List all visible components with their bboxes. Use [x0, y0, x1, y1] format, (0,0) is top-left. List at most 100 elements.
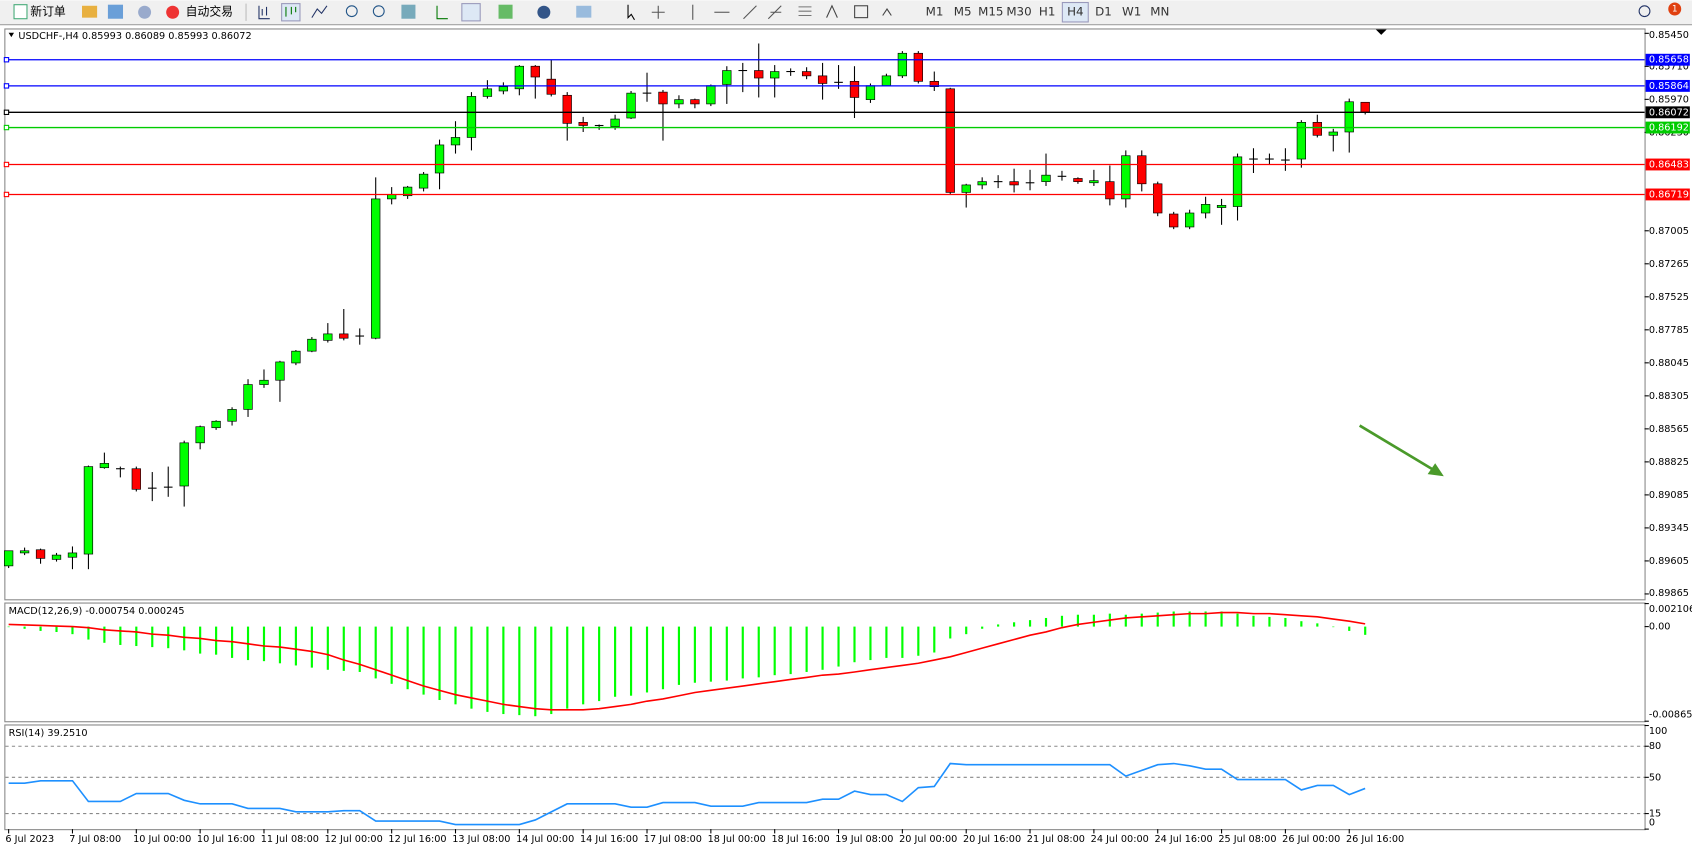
- macd-bar: [1172, 611, 1175, 627]
- shift-icon[interactable]: [461, 3, 481, 22]
- current-price-box: [1645, 106, 1690, 119]
- zoom-out-icon[interactable]: [372, 5, 385, 18]
- templates-icon[interactable]: [576, 5, 592, 18]
- macd-bar: [757, 626, 760, 678]
- channel-icon[interactable]: [767, 5, 782, 20]
- toolbar-icon[interactable]: [107, 4, 124, 19]
- text-icon[interactable]: [826, 4, 838, 18]
- macd-bar: [965, 626, 968, 635]
- x-tick-label: 24 Jul 00:00: [1091, 834, 1149, 845]
- new-order-label[interactable]: 新订单: [30, 5, 66, 19]
- candle-body: [466, 96, 477, 138]
- macd-bar: [87, 626, 90, 640]
- y-tick-label: 0.87785: [1649, 325, 1689, 336]
- macd-bar: [278, 626, 282, 664]
- auto-trading-icon: [166, 5, 180, 19]
- macd-bar: [805, 626, 808, 672]
- toolbar-buttons: 新订单 自动交易 M1 M5 M15 M30 H1 H4 D1 W1 MN: [13, 2, 1682, 23]
- macd-bar: [949, 626, 952, 639]
- candle-body: [307, 338, 317, 352]
- x-tick-label: 26 Jul 00:00: [1282, 834, 1340, 845]
- candle-body: [498, 86, 509, 92]
- label-icon[interactable]: [854, 5, 869, 19]
- macd-bar: [374, 626, 377, 679]
- arrows-icon[interactable]: [882, 8, 892, 16]
- toolbar-icon[interactable]: [138, 5, 152, 19]
- macd-bar: [1188, 611, 1191, 627]
- fibo-icon[interactable]: [798, 6, 812, 17]
- y-tick-label: 0: [1649, 818, 1655, 829]
- y-tick-label: 0.89865: [1649, 588, 1689, 599]
- macd-bar: [837, 626, 840, 667]
- autoscroll-icon[interactable]: [436, 5, 448, 20]
- level-box: [1645, 158, 1690, 171]
- macd-bar: [645, 626, 649, 693]
- panel-menu-marker: [8, 32, 15, 38]
- toolbar-icon[interactable]: [82, 5, 98, 18]
- timeframe-button[interactable]: H1: [1039, 5, 1055, 19]
- y-tick-label: 0.87265: [1649, 259, 1689, 270]
- y-tick-label: 80: [1649, 741, 1661, 752]
- x-tick-label: 20 Jul 16:00: [963, 834, 1021, 845]
- y-tick-label: 0.85970: [1649, 94, 1689, 105]
- candle-body: [1185, 212, 1195, 228]
- auto-trading-label[interactable]: 自动交易: [186, 5, 233, 19]
- candle-body: [211, 420, 221, 429]
- macd-bar: [1028, 620, 1032, 627]
- macd-bar: [1092, 614, 1095, 627]
- x-tick-label: 17 Jul 08:00: [644, 834, 702, 845]
- cursor-icon[interactable]: [627, 4, 635, 21]
- level-marker: [3, 124, 10, 131]
- crosshair-icon[interactable]: [651, 5, 665, 19]
- auto-trading-button[interactable]: 自动交易: [166, 5, 233, 19]
- y-tick-label: 50: [1649, 772, 1661, 783]
- macd-bar: [869, 626, 872, 661]
- timeframe-button[interactable]: MN: [1150, 5, 1169, 19]
- macd-bar: [1060, 615, 1064, 627]
- y-tick-label: 0.88565: [1649, 424, 1689, 435]
- macd-bar: [598, 626, 601, 702]
- macd-bar: [1140, 613, 1143, 627]
- macd-bar: [789, 626, 792, 675]
- candle-body: [722, 70, 732, 85]
- timeframe-button[interactable]: W1: [1122, 5, 1141, 19]
- x-tick-label: 21 Jul 08:00: [1027, 834, 1085, 845]
- timeframe-button[interactable]: H4: [1067, 5, 1083, 19]
- y-tick-label: 0.89345: [1649, 523, 1689, 534]
- tile-icon[interactable]: [401, 4, 416, 19]
- new-order-button[interactable]: 新订单: [13, 4, 66, 20]
- periods-icon[interactable]: [537, 5, 551, 19]
- macd-bar: [629, 626, 633, 696]
- macd-bar: [1252, 615, 1255, 627]
- timeframe-button[interactable]: D1: [1095, 5, 1112, 19]
- macd-bar: [358, 626, 361, 672]
- timeframe-button[interactable]: M5: [954, 5, 972, 19]
- level-box: [1645, 188, 1690, 201]
- candle-body: [195, 426, 205, 444]
- macd-bar: [821, 626, 824, 670]
- x-tick-label: 10 Jul 00:00: [133, 834, 191, 845]
- y-tick-label: 0.85450: [1649, 30, 1689, 41]
- x-tick-label: 14 Jul 16:00: [580, 834, 638, 845]
- timeframe-button[interactable]: M1: [926, 5, 944, 19]
- level-box: [1645, 53, 1690, 66]
- macd-bar: [1236, 613, 1239, 627]
- line-chart-icon[interactable]: [311, 5, 328, 18]
- timeframe-button[interactable]: M30: [1006, 5, 1031, 19]
- candle-body: [275, 361, 285, 381]
- price-panel: [4, 28, 1646, 601]
- candle-body: [482, 88, 493, 97]
- macd-bar: [1332, 626, 1335, 628]
- timeframe-button[interactable]: M15: [978, 5, 1003, 19]
- macd-bar: [422, 626, 425, 695]
- macd-bar: [677, 626, 681, 685]
- zoom-in-icon[interactable]: [345, 5, 358, 18]
- search-icon[interactable]: [1638, 5, 1651, 18]
- candle-body: [418, 173, 429, 189]
- x-tick-label: 14 Jul 00:00: [516, 834, 574, 845]
- indicators-icon[interactable]: [498, 4, 513, 19]
- notification-badge[interactable]: [1668, 2, 1682, 16]
- trendline-icon[interactable]: [743, 5, 757, 20]
- candle-body: [562, 94, 572, 124]
- bar-chart-icon[interactable]: [258, 5, 270, 20]
